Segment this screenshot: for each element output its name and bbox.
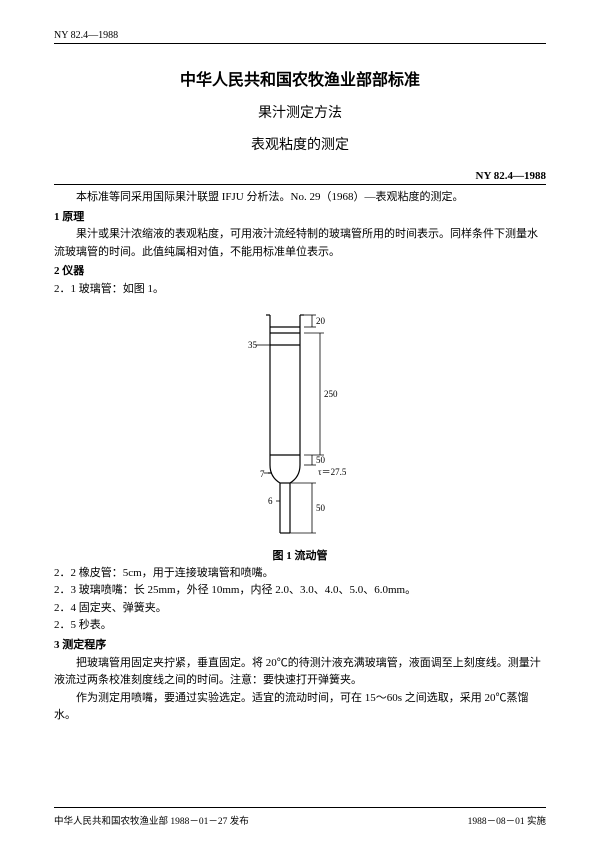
page-footer: 中华人民共和国农牧渔业部 1988－01－27 发布 1988－08－01 实施 — [54, 807, 546, 827]
dim-50b: 50 — [316, 503, 326, 513]
dim-50a: 50 — [316, 455, 326, 465]
footer-issue-date: 中华人民共和国农牧渔业部 1988－01－27 发布 — [54, 813, 249, 827]
section-1-paragraph: 果汁或果汁浓缩液的表观粘度，可用液汁流经特制的玻璃管所用的时间表示。同样条件下测… — [54, 226, 546, 261]
footer-effective-date: 1988－08－01 实施 — [468, 813, 546, 827]
standard-number-right: NY 82.4—1988 — [54, 170, 546, 185]
title-method: 果汁测定方法 — [54, 102, 546, 122]
dim-20: 20 — [316, 316, 326, 326]
title-item: 表观粘度的测定 — [54, 134, 546, 154]
item-2-2: 2．2 橡皮管：5cm，用于连接玻璃管和喷嘴。 — [54, 565, 546, 583]
section-3-paragraph-1: 把玻璃管用固定夹拧紧，垂直固定。将 20℃的待测汁液充满玻璃管，液面调至上刻度线… — [54, 655, 546, 690]
header-standard-code: NY 82.4—1988 — [54, 30, 546, 44]
item-2-3: 2．3 玻璃喷嘴：长 25mm，外径 10mm，内径 2.0、3.0、4.0、5… — [54, 582, 546, 600]
section-3-head: 3 测定程序 — [54, 637, 546, 655]
dim-tau: τ＝27.5 — [318, 467, 347, 477]
dim-250: 250 — [324, 389, 338, 399]
section-2-head: 2 仪器 — [54, 263, 546, 281]
item-2-1: 2．1 玻璃管：如图 1。 — [54, 281, 546, 299]
section-1-head: 1 原理 — [54, 209, 546, 227]
dim-7: 7 — [260, 469, 265, 479]
figure-1-caption: 图 1 流动管 — [54, 547, 546, 563]
intro-paragraph: 本标准等同采用国际果汁联盟 IFJU 分析法。No. 29（1968）—表观粘度… — [54, 189, 546, 207]
dim-35: 35 — [248, 340, 258, 350]
section-3-paragraph-2: 作为测定用喷嘴，要通过实验选定。适宜的流动时间，可在 15～60s 之间选取，采… — [54, 690, 546, 725]
dim-6: 6 — [268, 496, 273, 506]
item-2-4: 2．4 固定夹、弹簧夹。 — [54, 600, 546, 618]
figure-1-flow-tube: 20 35 250 50 τ＝27.5 7 6 50 — [220, 305, 380, 543]
title-authority: 中华人民共和国农牧渔业部部标准 — [54, 66, 546, 90]
item-2-5: 2．5 秒表。 — [54, 617, 546, 635]
